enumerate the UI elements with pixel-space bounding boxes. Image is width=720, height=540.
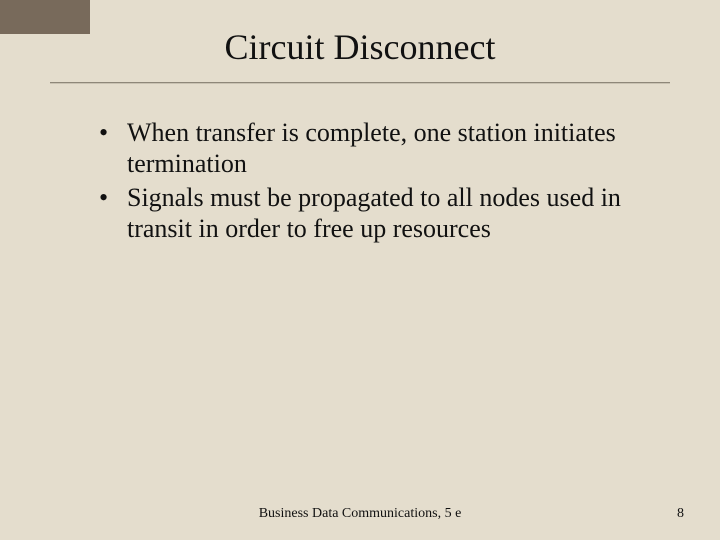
bullet-text: When transfer is complete, one station i… xyxy=(127,118,616,178)
slide-title: Circuit Disconnect xyxy=(0,26,720,68)
footer-source: Business Data Communications, 5 e xyxy=(0,506,720,522)
list-item: When transfer is complete, one station i… xyxy=(95,118,665,179)
slide-body: When transfer is complete, one station i… xyxy=(95,118,665,249)
list-item: Signals must be propagated to all nodes … xyxy=(95,183,665,244)
page-number: 8 xyxy=(677,506,684,522)
title-underline xyxy=(50,82,670,84)
bullet-text: Signals must be propagated to all nodes … xyxy=(127,183,621,243)
bullet-list: When transfer is complete, one station i… xyxy=(95,118,665,245)
slide: Circuit Disconnect When transfer is comp… xyxy=(0,0,720,540)
